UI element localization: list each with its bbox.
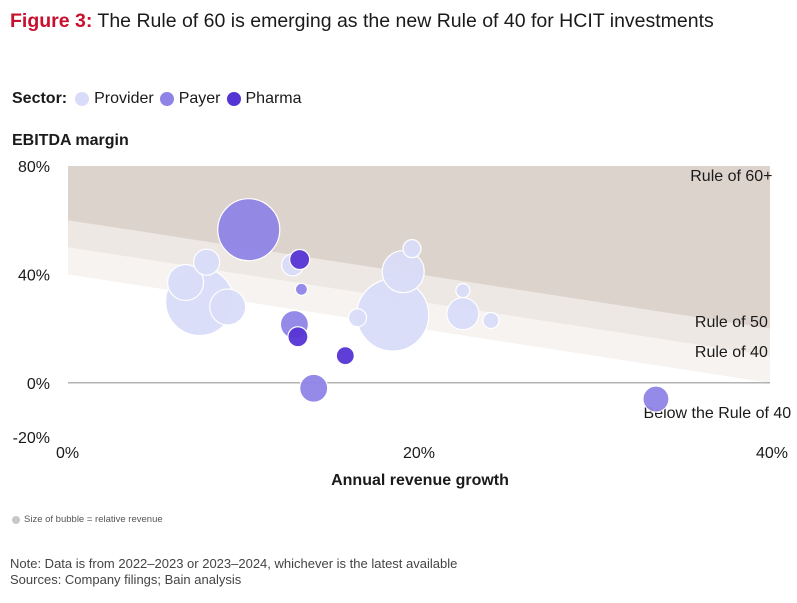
y-tick-label-4: -20%	[13, 430, 50, 447]
payer-swatch	[159, 92, 174, 106]
legend-item-provider: Provider	[75, 90, 154, 108]
provider-bubble-10	[446, 297, 480, 331]
x-axis-title: Annual revenue growth	[331, 472, 509, 489]
pharma-bubble-2	[287, 326, 309, 348]
footnote-note: Note: Data is from 2022–2023 or 2023–202…	[10, 556, 458, 571]
payer-bubble-4	[294, 282, 309, 296]
zone-label-4: Below the Rule of 40	[644, 405, 792, 422]
x-tick-label-2: 20%	[403, 445, 435, 462]
figure-title-text: The Rule of 60 is emerging as the new Ru…	[97, 10, 714, 32]
pharma-bubble-3	[335, 346, 355, 366]
provider-swatch	[75, 92, 90, 106]
provider-bubble-12	[482, 311, 500, 330]
size-legend-dot	[12, 515, 20, 524]
payer-bubble-5	[642, 385, 670, 413]
provider-bubble-4	[193, 248, 221, 276]
zone-label-1: Rule of 60+	[690, 168, 772, 185]
legend-pharma-text: Pharma	[245, 90, 302, 107]
x-tick-label-1: 0%	[56, 445, 79, 462]
chart-title: Figure 3: The Rule of 60 is emerging as …	[10, 10, 714, 33]
provider-bubble-7	[381, 250, 425, 294]
provider-bubble-9	[347, 308, 368, 328]
payer-bubble-3	[299, 373, 329, 403]
zone-label-2: Rule of 50	[695, 314, 768, 331]
provider-bubble-8	[402, 239, 422, 259]
legend-item-payer: Payer	[159, 90, 221, 108]
size-legend-text: Size of bubble = relative revenue	[24, 514, 163, 525]
zone-label-3: Rule of 40	[695, 344, 768, 361]
legend-label: Sector:	[12, 90, 68, 107]
y-tick-label-3: 0%	[27, 376, 50, 393]
provider-bubble-11	[455, 283, 471, 299]
legend-payer-text: Payer	[178, 90, 221, 107]
payer-bubble-1	[217, 198, 281, 262]
x-tick-label-3: 40%	[756, 445, 788, 462]
legend-item-pharma: Pharma	[226, 90, 302, 108]
pharma-swatch	[226, 92, 241, 106]
legend: Sector: Provider Payer Pharma	[12, 90, 308, 108]
y-tick-label-1: 80%	[18, 159, 50, 176]
size-legend: Size of bubble = relative revenue	[12, 514, 163, 525]
footnote-sources: Sources: Company filings; Bain analysis	[10, 572, 242, 587]
legend-provider-text: Provider	[94, 90, 154, 107]
y-axis-title: EBITDA margin	[12, 132, 129, 149]
pharma-bubble-1	[289, 248, 311, 271]
y-tick-label-2: 40%	[18, 267, 50, 284]
bubble-chart: Rule of 60+ Rule of 50 Rule of 40 Below the…	[13, 159, 792, 462]
provider-bubble-2	[166, 263, 205, 302]
provider-bubble-3	[209, 288, 247, 326]
footnote: Note: Data is from 2022–2023 or 2023–202…	[10, 556, 457, 588]
figure-label: Figure 3:	[10, 10, 93, 32]
